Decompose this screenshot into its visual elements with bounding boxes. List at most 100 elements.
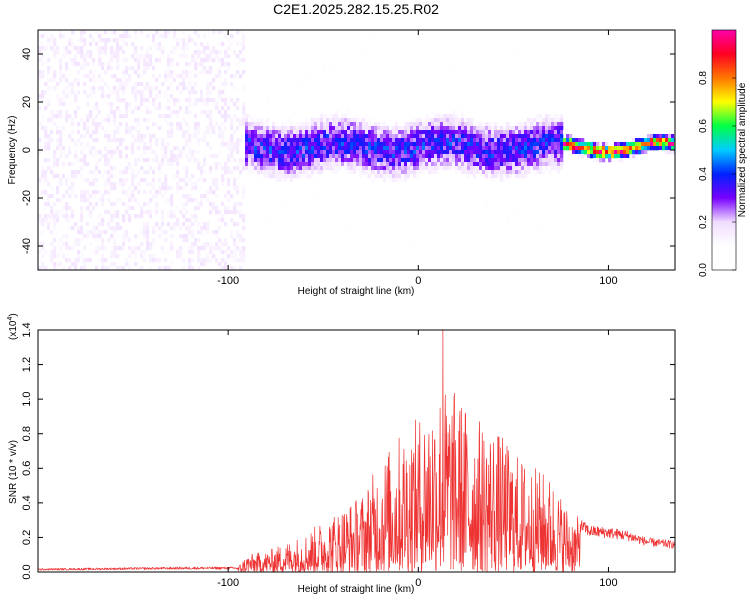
spectrogram-cell (50, 190, 54, 195)
spectrogram-cell (38, 58, 42, 63)
spectrogram-cell (332, 154, 336, 159)
spectrogram-cell (278, 130, 282, 135)
spectrogram-cell (95, 50, 99, 55)
spectrogram-cell (536, 126, 540, 131)
spectrogram-cell (218, 238, 222, 243)
spectrogram-cell (434, 146, 438, 151)
spectrogram-cell (134, 174, 138, 179)
spectrogram-cell (47, 66, 51, 71)
spectrogram-cell (479, 246, 483, 251)
spectrogram-cell (203, 198, 207, 203)
spectrogram-cell (80, 134, 84, 139)
spectrogram-cell (482, 146, 486, 151)
spectrogram-cell (95, 154, 99, 159)
spectrogram-cell (92, 70, 96, 75)
spectrogram-cell (221, 30, 225, 35)
spectrogram-cell (287, 162, 291, 167)
spectrogram-cell (371, 154, 375, 159)
spectrogram-cell (185, 238, 189, 243)
spectrogram-cell (539, 138, 543, 143)
spectrogram-cell (479, 166, 483, 171)
spectrogram-cell (134, 126, 138, 131)
spectrogram-cell (254, 46, 258, 51)
spectrogram-cell (89, 262, 93, 267)
spectrogram-cell (497, 138, 501, 143)
spectrogram-cell (98, 170, 102, 175)
spectrogram-cell (95, 234, 99, 239)
spectrogram-cell (44, 146, 48, 151)
spectrogram-cell (287, 166, 291, 171)
spectrogram-cell (422, 206, 426, 211)
spectrogram-cell (59, 118, 63, 123)
spectrogram-cell (395, 170, 399, 175)
spectrogram-cell (290, 154, 294, 159)
spectrogram-cell (44, 250, 48, 255)
spectrogram-cell (524, 154, 528, 159)
spectrogram-cell (56, 94, 60, 99)
spectrogram-cell (467, 110, 471, 115)
spectrogram-cell (452, 150, 456, 155)
spectrogram-cell (674, 142, 675, 147)
spectrogram-cell (155, 110, 159, 115)
spectrogram-cell (323, 198, 327, 203)
spectrogram-cell (224, 258, 228, 263)
spectrogram-cell (185, 106, 189, 111)
spectrogram-cell (293, 178, 297, 183)
spectrogram-cell (245, 126, 249, 131)
spectrogram-cell (602, 158, 606, 163)
spectrogram-cell (137, 190, 141, 195)
spectrogram-cell (479, 146, 483, 151)
spectrogram-cell (182, 50, 186, 55)
spectrogram-cell (41, 34, 45, 39)
spectrogram-cell (56, 46, 60, 51)
spectrogram-cell (440, 134, 444, 139)
spectrogram-cell (143, 146, 147, 151)
spectrogram-cell (161, 158, 165, 163)
spectrogram-cell (212, 230, 216, 235)
spectrogram-cell (191, 58, 195, 63)
spectrogram-cell (68, 42, 72, 47)
spectrogram-cell (257, 130, 261, 135)
spectrogram-cell (425, 74, 429, 79)
spectrogram-cell (311, 118, 315, 123)
snr-y-tick-label: 1.2 (21, 357, 33, 372)
spectrogram-cell (158, 254, 162, 259)
spectrogram-cell (152, 238, 156, 243)
spectrogram-cell (83, 62, 87, 67)
spectrogram-cell (206, 122, 210, 127)
spectrogram-cell (74, 234, 78, 239)
spectrogram-cell (50, 230, 54, 235)
spectrogram-cell (434, 118, 438, 123)
spectrogram-cell (404, 166, 408, 171)
spectrogram-cell (404, 146, 408, 151)
spectrogram-cell (146, 126, 150, 131)
spectrogram-cell (308, 138, 312, 143)
spectrogram-cell (374, 178, 378, 183)
spectrogram-cell (491, 186, 495, 191)
spectrogram-cell (611, 150, 615, 155)
spectrogram-cell (146, 110, 150, 115)
snr-y-tick-label: 0.4 (21, 495, 33, 510)
spectrogram-cell (221, 62, 225, 67)
spectrogram-cell (302, 138, 306, 143)
spectrogram-cell (416, 118, 420, 123)
spectrogram-cell (191, 38, 195, 43)
spectrogram-cell (365, 114, 369, 119)
spectrogram-cell (368, 130, 372, 135)
spectrogram-cell (209, 242, 213, 247)
spectrogram-cell (389, 146, 393, 151)
spectrogram-cell (458, 166, 462, 171)
spectrogram-cell (455, 142, 459, 147)
spectrogram-cell (224, 110, 228, 115)
spectrogram-cell (140, 214, 144, 219)
spectrogram-cell (422, 130, 426, 135)
spectrogram-cell (623, 150, 627, 155)
spectrogram-cell (362, 122, 366, 127)
spectrogram-cell (38, 146, 42, 151)
spectrogram-cell (227, 170, 231, 175)
spectrogram-cell (107, 158, 111, 163)
spectrogram-cell (290, 138, 294, 143)
spectrogram-cell (74, 174, 78, 179)
spectrogram-cell (161, 138, 165, 143)
spectrogram-cell (506, 178, 510, 183)
